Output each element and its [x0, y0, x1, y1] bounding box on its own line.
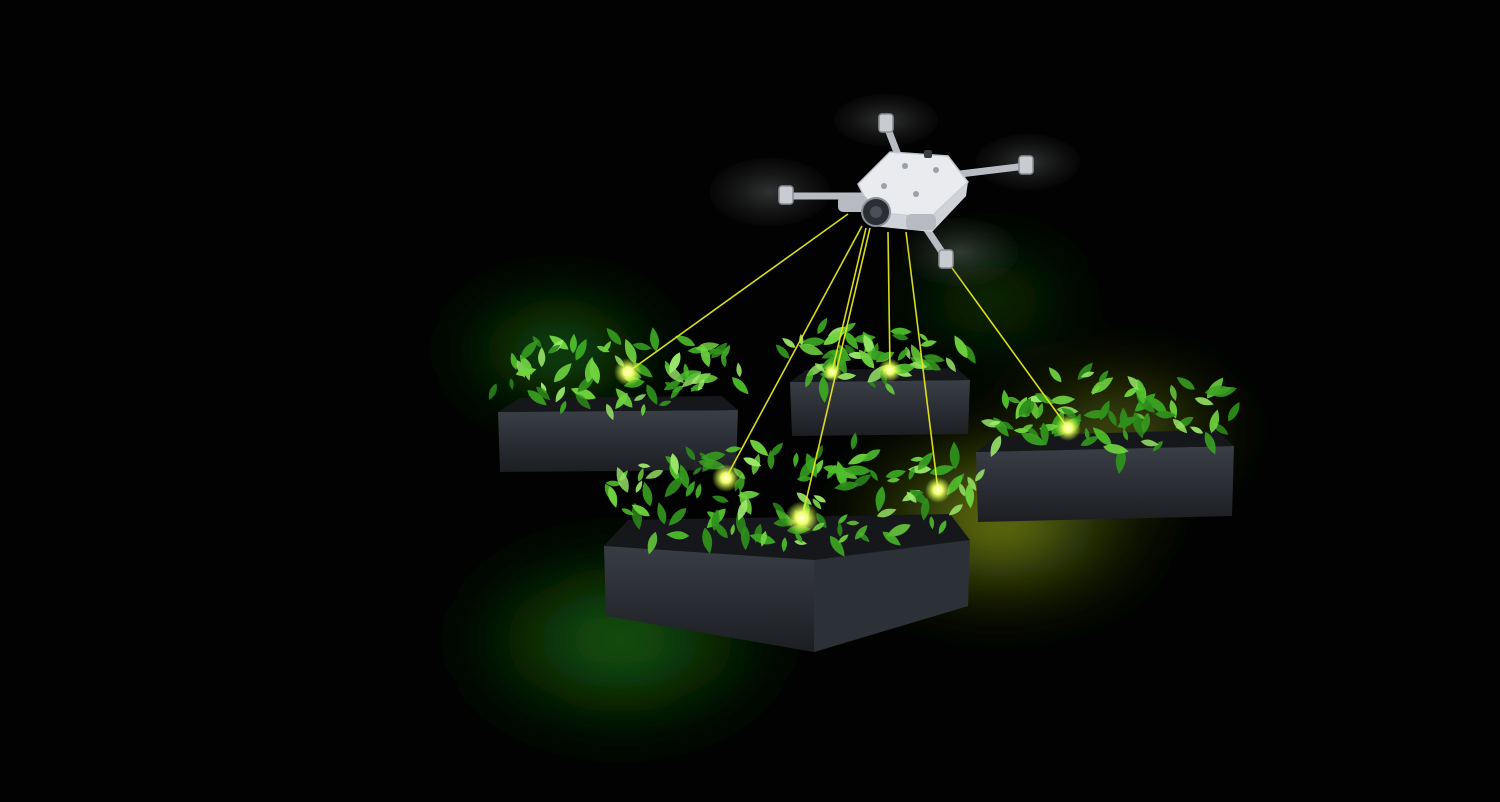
- propeller-blur: [710, 158, 830, 226]
- target-dot: [712, 464, 740, 492]
- target-dot: [925, 477, 951, 503]
- target-dot: [878, 358, 902, 382]
- target-dot: [614, 358, 642, 386]
- target-dot: [822, 362, 842, 382]
- target-dot: [1055, 415, 1081, 441]
- target-dot: [785, 501, 819, 535]
